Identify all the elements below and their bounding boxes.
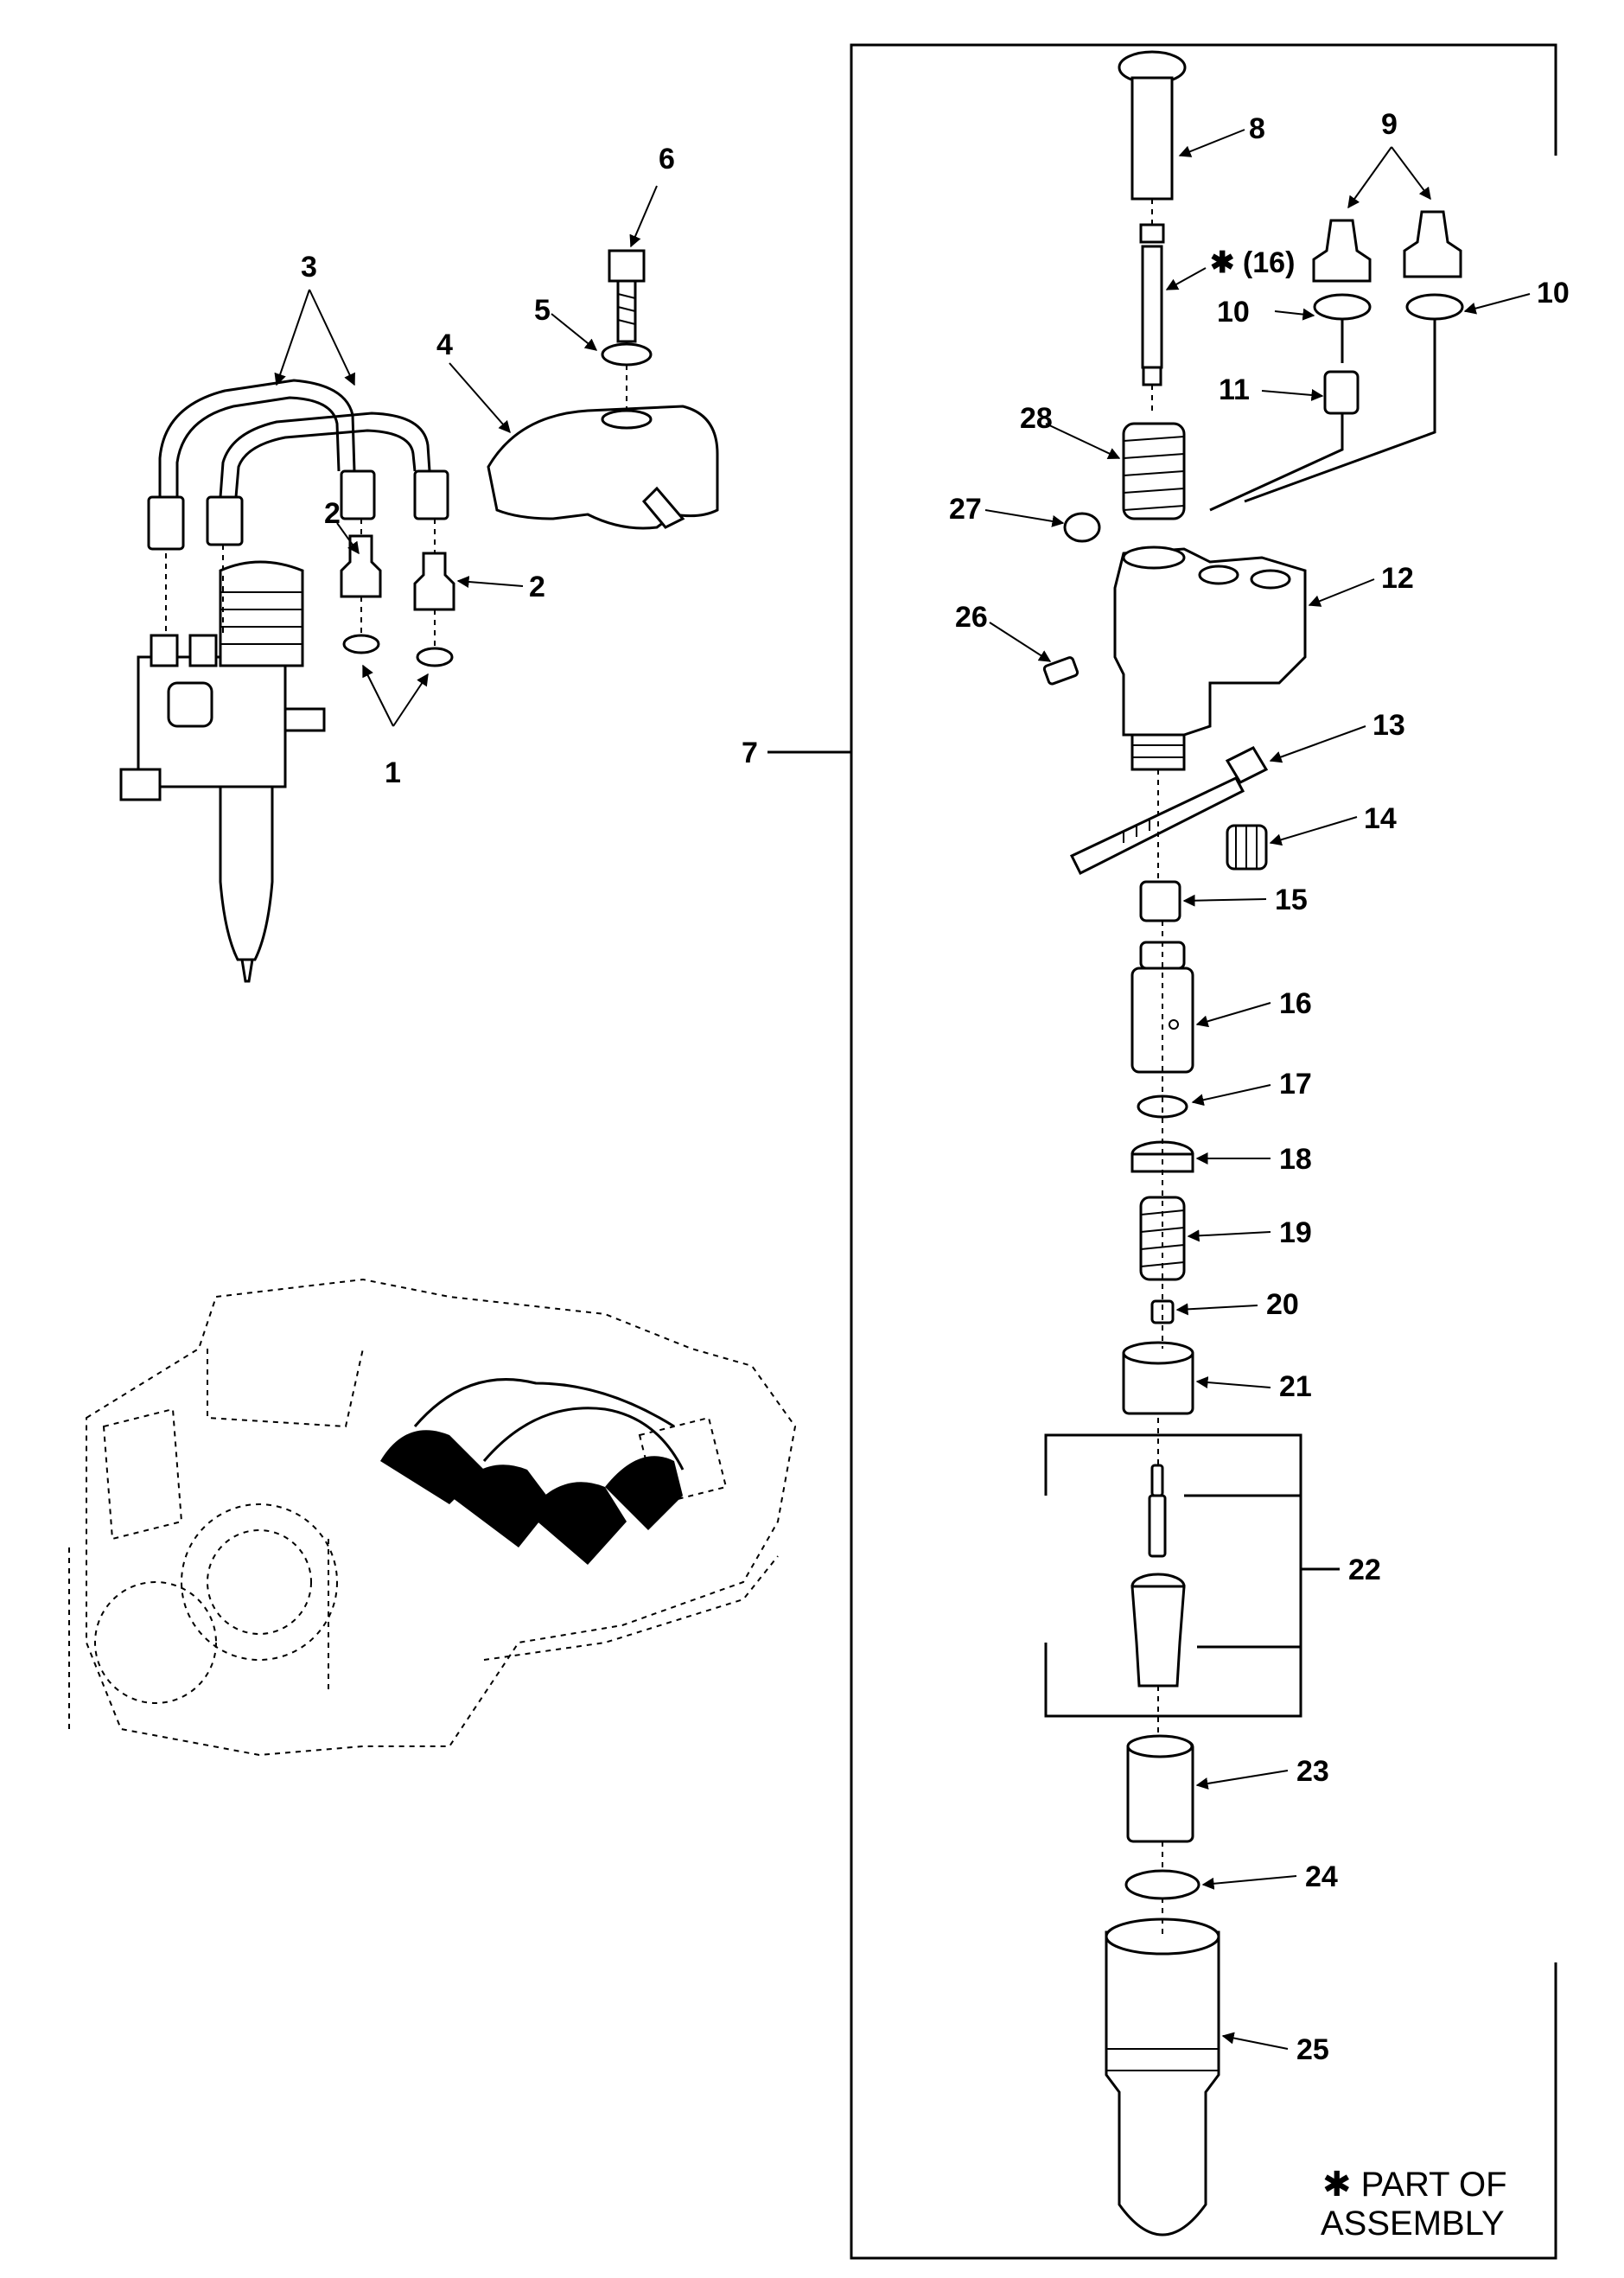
callout-16-part: ✱ (16) [1210,246,1295,279]
exploded-parts [1042,50,1464,2237]
callout-22: 22 [1348,1554,1381,1586]
injector-with-fuel-lines [119,249,719,983]
callout-16: 16 [1279,987,1312,1020]
callout-2-left: 2 [324,497,341,530]
callout-1: 1 [385,756,401,789]
callout-23: 23 [1296,1755,1329,1788]
callout-6: 6 [659,143,675,175]
callout-7: 7 [742,737,758,769]
callout-26: 26 [955,601,988,634]
callout-19: 19 [1279,1216,1312,1249]
callout-24: 24 [1305,1860,1338,1893]
callout-15: 15 [1275,884,1308,916]
callout-18: 18 [1279,1143,1312,1176]
callout-5: 5 [534,294,551,327]
callout-4: 4 [436,329,453,361]
part-of-assembly-note: ✱ PART OF ASSEMBLY [1321,2166,1507,2243]
callout-2-right: 2 [529,571,545,603]
callout-21: 21 [1279,1370,1312,1403]
note-line-1: ✱ PART OF [1322,2166,1507,2204]
callout-10-left: 10 [1217,296,1250,329]
callout-25: 25 [1296,2033,1329,2066]
leader-lines [274,129,1531,2050]
callout-11: 11 [1219,373,1250,406]
callout-28: 28 [1020,402,1053,435]
callout-27: 27 [949,493,982,526]
callout-20: 20 [1266,1288,1299,1321]
engine-location-view [68,1278,797,1757]
callout-3: 3 [301,251,317,284]
callout-13: 13 [1372,709,1405,742]
callout-10-right: 10 [1537,277,1570,309]
callout-14: 14 [1364,802,1397,835]
callout-12: 12 [1381,562,1414,595]
callout-9: 9 [1381,108,1398,141]
injector-assembly-frame [767,43,1557,2260]
callout-labels: 1 2 2 3 4 5 6 7 8 9 ✱ (16) 10 10 11 28 2… [301,108,1570,2066]
callout-8: 8 [1249,112,1265,145]
note-line-2: ASSEMBLY [1321,2205,1505,2243]
callout-17: 17 [1279,1068,1312,1101]
